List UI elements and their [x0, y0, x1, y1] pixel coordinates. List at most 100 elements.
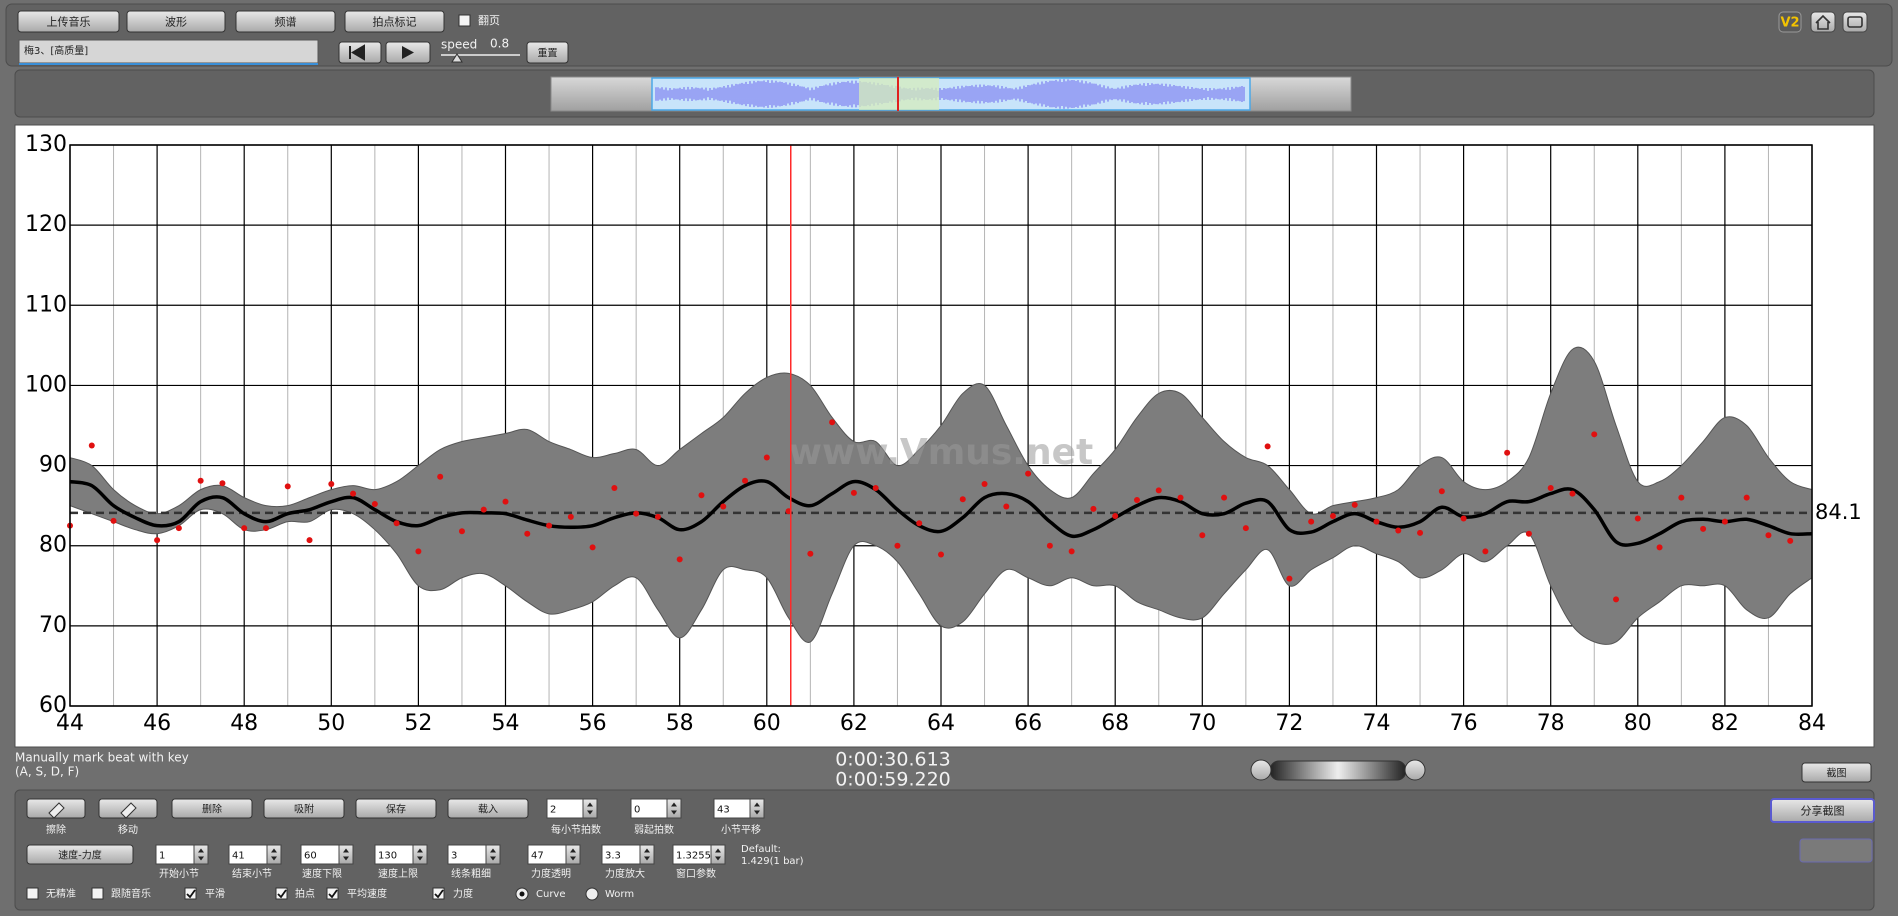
beat-point[interactable] [1177, 494, 1184, 501]
beat-point[interactable] [262, 525, 269, 532]
beat-point[interactable] [1765, 532, 1772, 539]
checkbox[interactable] [184, 887, 197, 900]
beat-point[interactable] [1547, 485, 1554, 492]
beat-point[interactable] [676, 556, 683, 563]
screenshot-button[interactable] [1801, 762, 1872, 783]
beat-point[interactable] [611, 485, 618, 492]
beat-point[interactable] [1046, 542, 1053, 549]
beat-point[interactable] [1286, 575, 1293, 582]
checkbox[interactable] [275, 887, 288, 900]
radio[interactable] [585, 887, 599, 901]
spinner[interactable] [193, 844, 209, 865]
tool-button[interactable] [344, 10, 445, 33]
beat-point[interactable] [1438, 488, 1445, 495]
action-button[interactable] [447, 798, 529, 819]
tool-button[interactable] [17, 10, 120, 33]
spinner[interactable] [485, 844, 501, 865]
beat-point[interactable] [720, 503, 727, 510]
beat-point[interactable] [589, 544, 596, 551]
beat-point[interactable] [393, 520, 400, 527]
beat-point[interactable] [742, 477, 749, 484]
beat-point[interactable] [502, 498, 509, 505]
beat-point[interactable] [110, 517, 117, 524]
spinner[interactable] [666, 798, 682, 819]
tool-button[interactable] [126, 10, 226, 33]
action-button[interactable] [263, 798, 345, 819]
beat-point[interactable] [894, 542, 901, 549]
beat-point[interactable] [88, 442, 95, 449]
spinner[interactable] [710, 844, 726, 865]
beat-point[interactable] [1504, 449, 1511, 456]
spinner[interactable] [266, 844, 282, 865]
beat-point[interactable] [981, 481, 988, 488]
beat-point[interactable] [480, 506, 487, 513]
beat-point[interactable] [654, 513, 661, 520]
action-button[interactable] [171, 798, 253, 819]
icon-button[interactable] [1810, 11, 1836, 33]
beat-point[interactable] [175, 525, 182, 532]
beat-point[interactable] [328, 481, 335, 488]
mode-button[interactable] [26, 844, 134, 865]
beat-point[interactable] [1613, 596, 1620, 603]
beat-point[interactable] [1068, 548, 1075, 555]
player-left[interactable] [1250, 759, 1272, 781]
beat-point[interactable] [698, 492, 705, 499]
beat-point[interactable] [154, 537, 161, 544]
beat-point[interactable] [1678, 494, 1685, 501]
beat-point[interactable] [807, 550, 814, 557]
beat-point[interactable] [415, 548, 422, 555]
beat-point[interactable] [371, 501, 378, 508]
spinner[interactable] [338, 844, 354, 865]
beat-point[interactable] [546, 522, 553, 529]
player-right[interactable] [1404, 759, 1426, 781]
beat-point[interactable] [1482, 548, 1489, 555]
beat-point[interactable] [633, 510, 640, 517]
beat-point[interactable] [241, 525, 248, 532]
beat-point[interactable] [1351, 501, 1358, 508]
beat-point[interactable] [916, 520, 923, 527]
beat-point[interactable] [850, 489, 857, 496]
beat-point[interactable] [959, 496, 966, 503]
beat-point[interactable] [1133, 497, 1140, 504]
beat-point[interactable] [197, 477, 204, 484]
beat-point[interactable] [1264, 443, 1271, 450]
spinner[interactable] [565, 844, 581, 865]
reset-button[interactable] [526, 41, 569, 64]
checkbox[interactable] [458, 14, 471, 27]
beat-point[interactable] [1743, 494, 1750, 501]
spinner[interactable] [749, 798, 765, 819]
beat-point[interactable] [350, 490, 357, 497]
beat-point[interactable] [1155, 487, 1162, 494]
beat-point[interactable] [1308, 518, 1315, 525]
checkbox[interactable] [91, 887, 104, 900]
player-bar[interactable] [1269, 760, 1407, 781]
checkbox[interactable] [432, 887, 445, 900]
beat-point[interactable] [1025, 470, 1032, 477]
tool-button[interactable] [235, 10, 336, 33]
beat-point[interactable] [1221, 494, 1228, 501]
beat-point[interactable] [1591, 431, 1598, 438]
beat-point[interactable] [1199, 532, 1206, 539]
beat-point[interactable] [763, 454, 770, 461]
beat-point[interactable] [1700, 525, 1707, 532]
beat-point[interactable] [1721, 518, 1728, 525]
beat-point[interactable] [1373, 518, 1380, 525]
beat-point[interactable] [1656, 544, 1663, 551]
beat-point[interactable] [1634, 515, 1641, 522]
beat-point[interactable] [284, 483, 291, 490]
beat-point[interactable] [1569, 490, 1576, 497]
beat-point[interactable] [219, 480, 226, 487]
beat-point[interactable] [1090, 505, 1097, 512]
checkbox[interactable] [326, 887, 339, 900]
beat-point[interactable] [1003, 503, 1010, 510]
beat-point[interactable] [306, 537, 313, 544]
spinner[interactable] [412, 844, 428, 865]
beat-point[interactable] [458, 528, 465, 535]
checkbox[interactable] [26, 887, 39, 900]
beat-point[interactable] [938, 551, 944, 558]
beat-point[interactable] [1242, 525, 1249, 532]
spinner[interactable] [582, 798, 598, 819]
beat-point[interactable] [872, 485, 879, 492]
beat-point[interactable] [1525, 530, 1532, 537]
beat-point[interactable] [1112, 513, 1119, 520]
